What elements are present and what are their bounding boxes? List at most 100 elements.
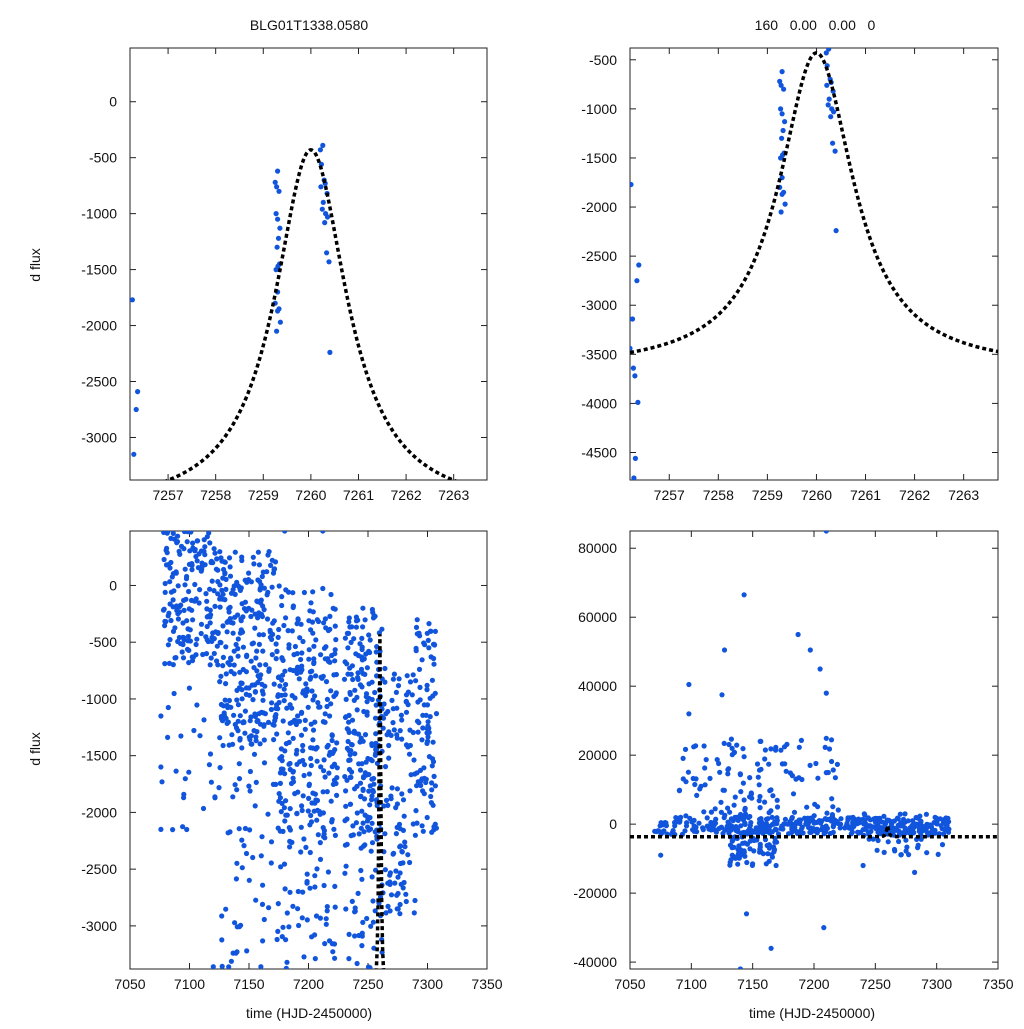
- data-point: [351, 730, 357, 736]
- data-point: [162, 661, 168, 667]
- data-point: [290, 604, 296, 611]
- data-point: [902, 819, 908, 825]
- data-point: [369, 797, 375, 803]
- data-point: [735, 861, 741, 867]
- data-point: [915, 842, 921, 848]
- data-point: [765, 816, 771, 822]
- data-point: [872, 818, 878, 824]
- data-point: [718, 809, 725, 815]
- data-point: [724, 823, 730, 829]
- data-point: [361, 774, 367, 780]
- y-tick-label: 20000: [578, 747, 617, 763]
- data-point: [299, 807, 305, 814]
- x-tick-label: 7260: [801, 487, 832, 503]
- data-point: [176, 548, 182, 555]
- data-point: [284, 705, 290, 711]
- data-point: [302, 717, 308, 724]
- data-point: [233, 876, 239, 882]
- x-tick-label: 7258: [703, 487, 734, 503]
- data-point: [256, 711, 262, 717]
- data-point: [251, 751, 258, 757]
- data-point: [403, 891, 409, 897]
- data-point: [757, 793, 763, 800]
- data-point: [250, 554, 256, 560]
- data-point: [188, 531, 194, 535]
- data-point: [308, 674, 314, 681]
- panel-bottom-right: 7050 7100 7150 7200 7250 7300 7350 80000 60000 40…: [573, 530, 1014, 992]
- data-point: [222, 697, 228, 703]
- data-point: [329, 764, 335, 770]
- data-point: [193, 553, 199, 560]
- x-tick-label: 7050: [614, 976, 645, 992]
- data-point: [347, 801, 353, 807]
- y-tick-label: -3000: [81, 429, 117, 445]
- data-point: [275, 634, 281, 641]
- data-point: [165, 642, 171, 648]
- data-point: [325, 658, 332, 665]
- data-point: [189, 654, 195, 660]
- data-point: [658, 852, 664, 858]
- data-point: [233, 725, 240, 731]
- data-point: [257, 676, 263, 682]
- data-point: [287, 806, 293, 812]
- data-point: [790, 791, 797, 797]
- data-point: [165, 734, 171, 741]
- data-point: [327, 713, 333, 719]
- data-point: [235, 718, 241, 724]
- data-point: [269, 652, 275, 658]
- panel-bottom-left: 7050 7100 7150 7200 7250 7300 7350 0 -500 -1000 -1…: [81, 530, 503, 992]
- data-point: [700, 827, 706, 833]
- data-point: [221, 710, 227, 716]
- data-point: [320, 585, 326, 592]
- data-point: [357, 682, 363, 688]
- data-point: [425, 637, 431, 644]
- data-point: [197, 587, 203, 593]
- data-point: [402, 839, 408, 845]
- data-point: [355, 670, 361, 676]
- data-point: [394, 735, 400, 741]
- data-point: [315, 832, 321, 838]
- data-point: [298, 824, 304, 830]
- data-point: [313, 637, 319, 643]
- data-point: [235, 653, 241, 659]
- data-point: [741, 754, 747, 760]
- data-point: [242, 825, 248, 832]
- data-point: [278, 809, 284, 815]
- data-point: [198, 630, 204, 637]
- data-point: [829, 796, 835, 802]
- data-point: [230, 794, 236, 800]
- data-point: [847, 815, 853, 821]
- data-point: [376, 630, 382, 636]
- data-point: [353, 820, 359, 826]
- data-point: [319, 206, 325, 212]
- data-point: [352, 751, 358, 757]
- data-point: [359, 876, 365, 882]
- data-point: [798, 737, 805, 744]
- data-point: [348, 639, 354, 646]
- data-point: [422, 642, 428, 648]
- data-point: [239, 745, 245, 751]
- data-point: [774, 804, 781, 810]
- data-point: [207, 586, 213, 592]
- data-point: [220, 703, 227, 709]
- data-point: [284, 910, 290, 916]
- data-point: [254, 598, 260, 604]
- data-point: [322, 774, 328, 780]
- data-point: [308, 721, 314, 727]
- data-point: [308, 745, 314, 751]
- data-point: [249, 641, 255, 647]
- data-point: [757, 816, 763, 822]
- data-point: [676, 788, 683, 794]
- data-point: [389, 697, 395, 704]
- data-point: [175, 533, 181, 539]
- data-point: [334, 765, 340, 771]
- y-tick-label: -500: [589, 52, 617, 68]
- data-point: [360, 919, 366, 926]
- data-point: [397, 911, 403, 917]
- data-point: [372, 613, 378, 619]
- data-point: [344, 661, 350, 667]
- data-point: [251, 665, 257, 671]
- data-point: [257, 741, 263, 747]
- data-point: [247, 736, 253, 743]
- data-point: [347, 774, 353, 780]
